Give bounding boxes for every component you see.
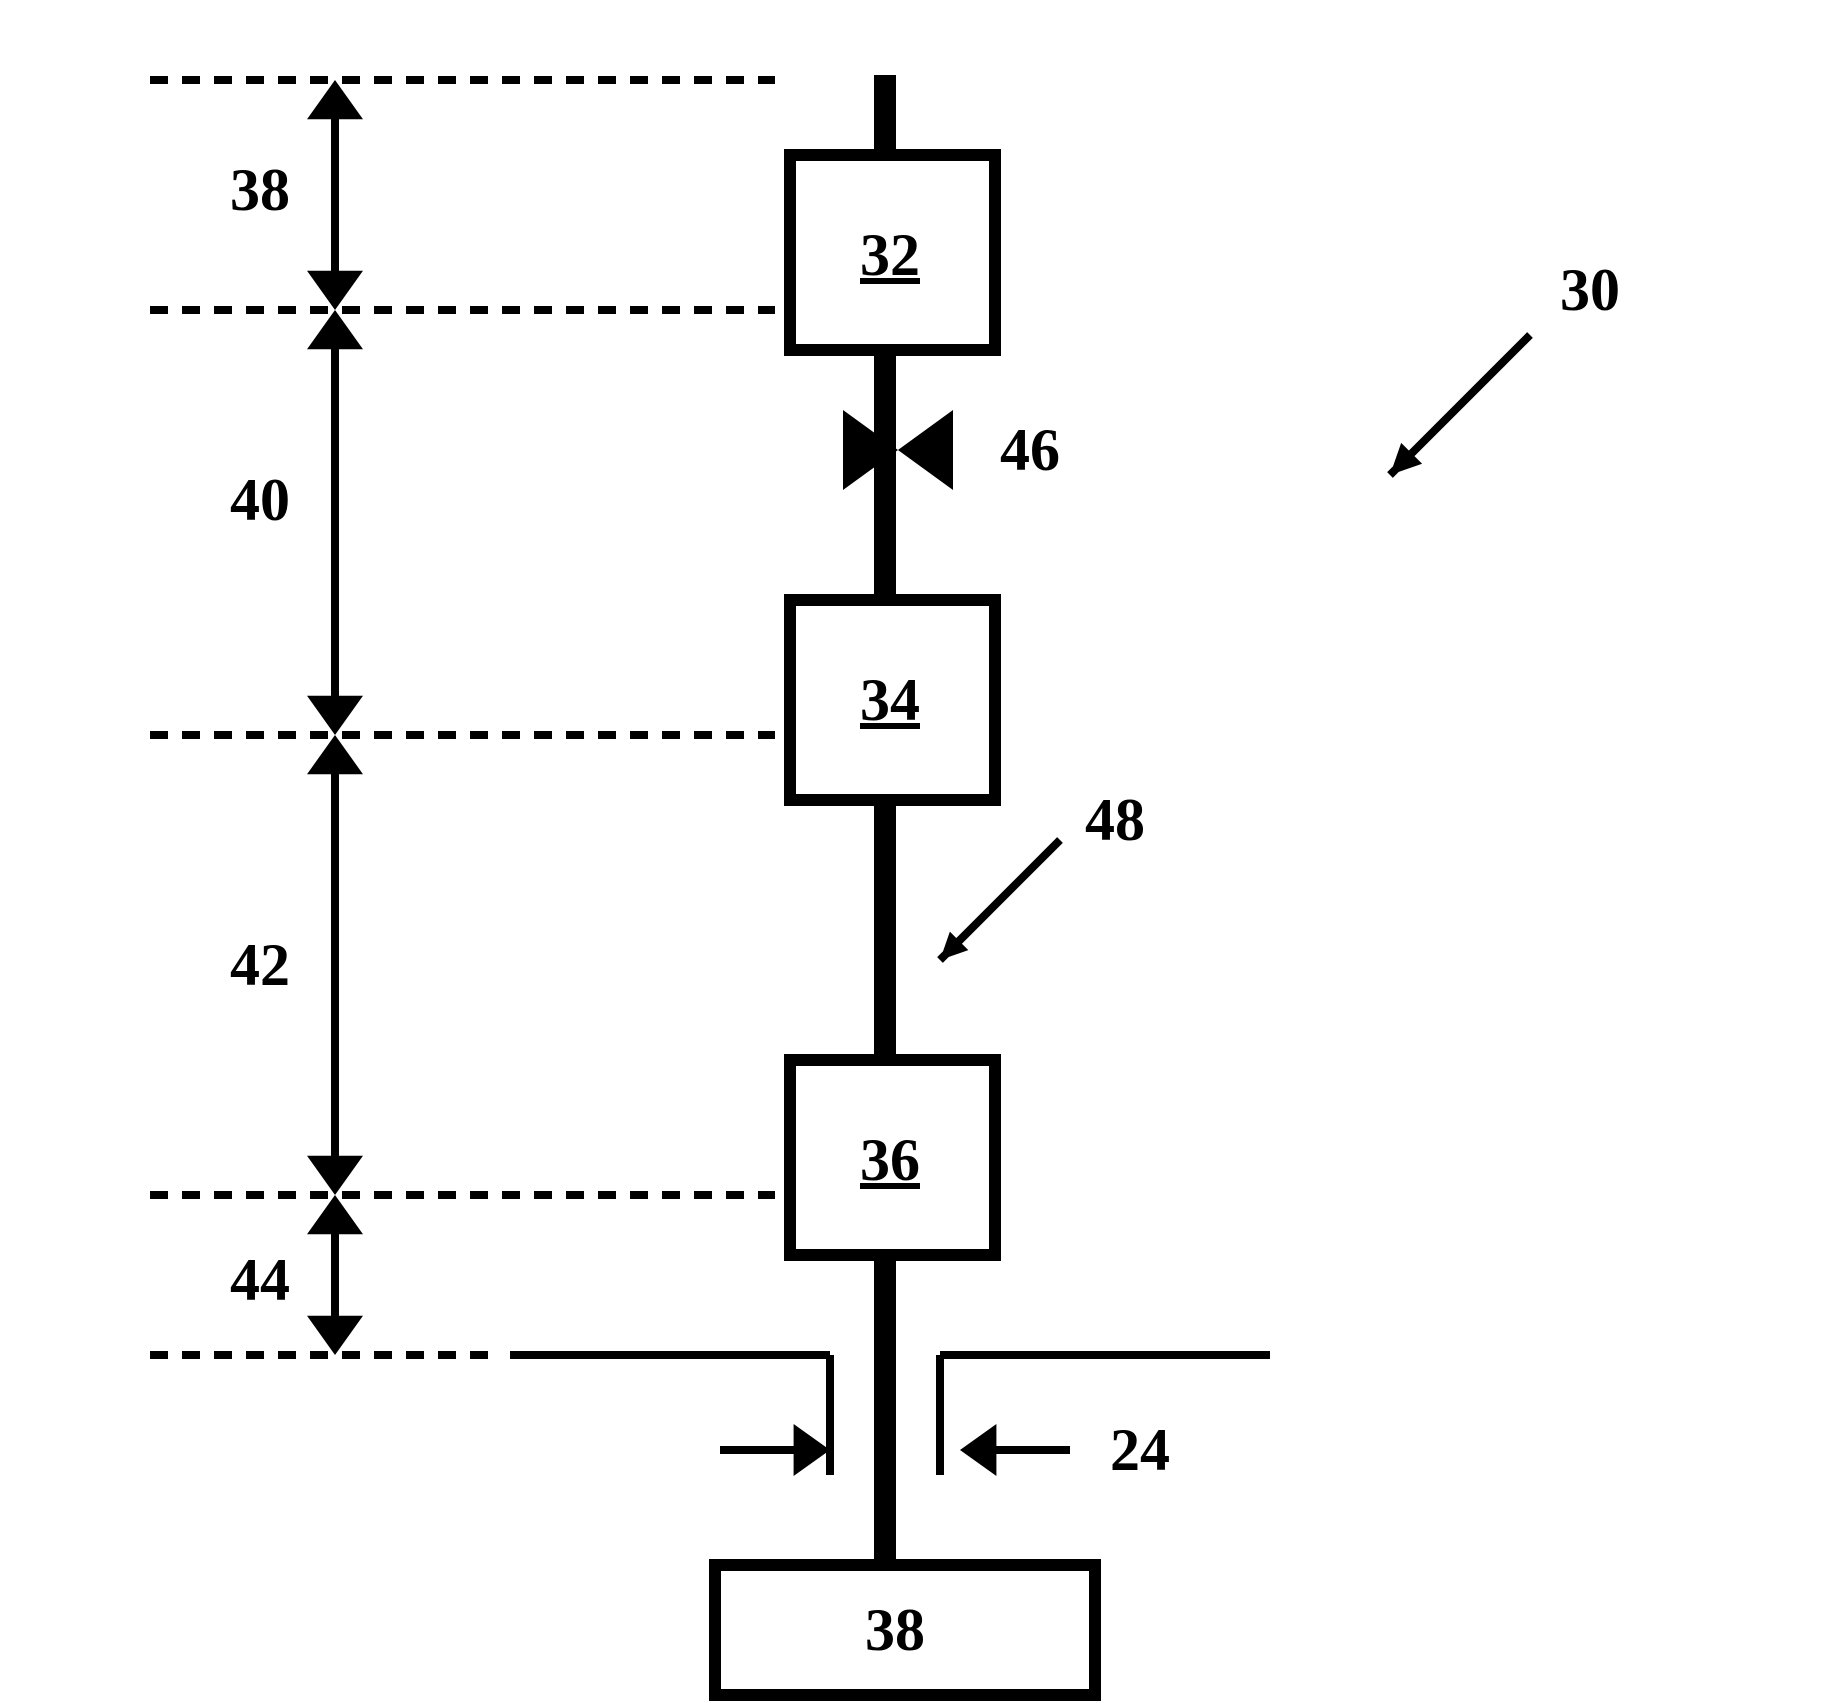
dim-44-arrow-up: [307, 1195, 363, 1234]
label-l42: 42: [230, 932, 290, 998]
label-l44: 44: [230, 1247, 290, 1313]
label-l34: 34: [860, 667, 920, 733]
dim-38-arrow-up: [307, 80, 363, 119]
label-l38_left: 38: [230, 157, 290, 223]
label-l30: 30: [1560, 257, 1620, 323]
dim24-right-head: [960, 1424, 996, 1476]
label-l48: 48: [1085, 787, 1145, 853]
dim-40-arrow-up: [307, 310, 363, 349]
dim-38-arrow-down: [307, 271, 363, 310]
dim24-left-head: [794, 1424, 830, 1476]
dim-42-arrow-down: [307, 1156, 363, 1195]
label-l38_box: 38: [865, 1597, 925, 1663]
label-l46: 46: [1000, 417, 1060, 483]
dim-40-arrow-down: [307, 696, 363, 735]
valve-46: [843, 410, 953, 490]
label-l24: 24: [1110, 1417, 1170, 1483]
label-l32: 32: [860, 222, 920, 288]
label-l36: 36: [860, 1127, 920, 1193]
dim-44-arrow-down: [307, 1316, 363, 1355]
dim-42-arrow-up: [307, 735, 363, 774]
label-l40: 40: [230, 467, 290, 533]
